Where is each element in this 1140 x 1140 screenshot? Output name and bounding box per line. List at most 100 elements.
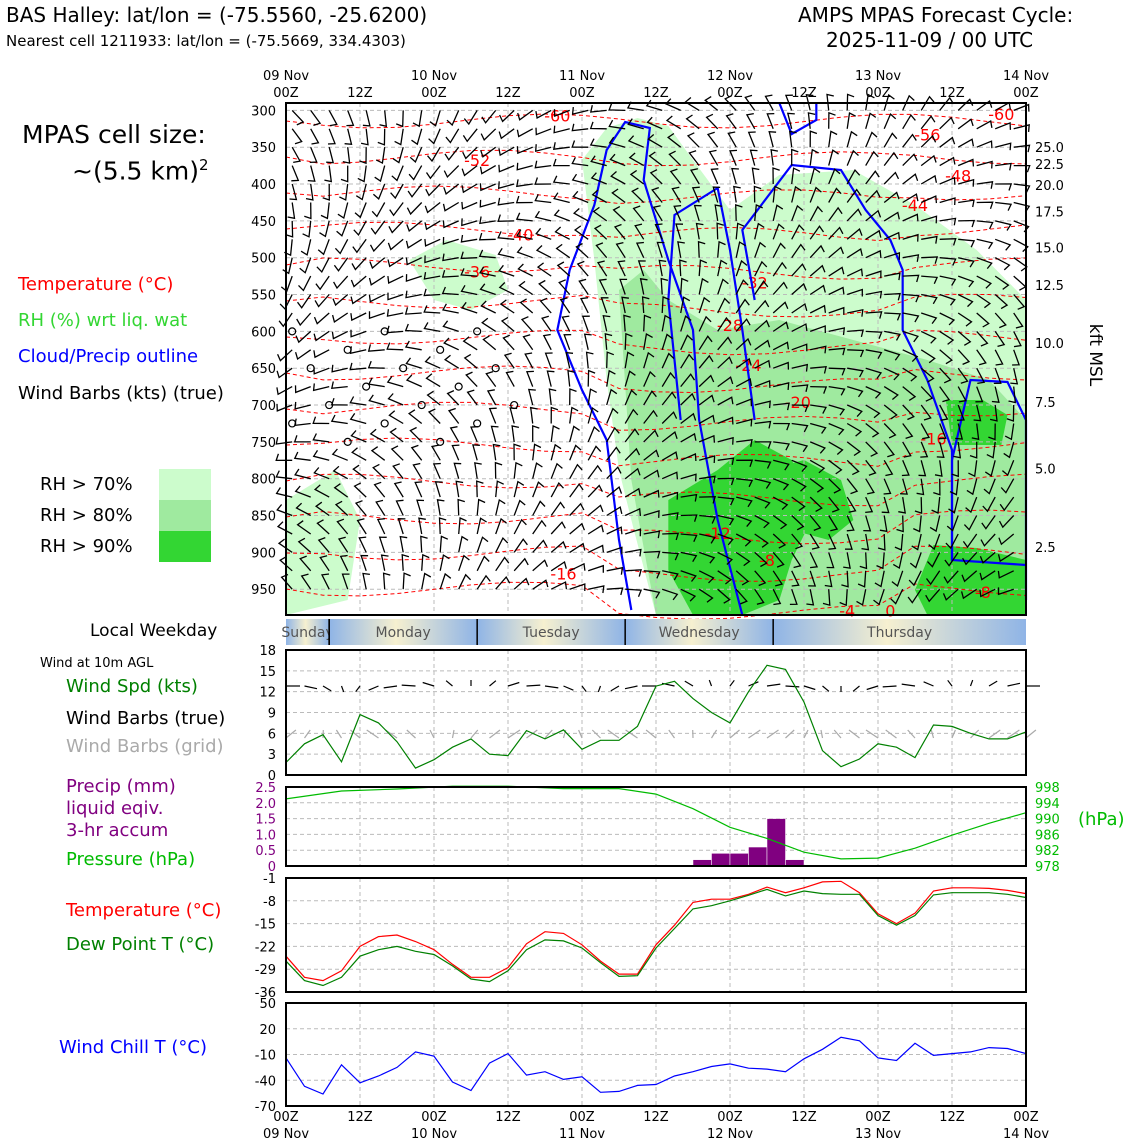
wind-barb-960 xyxy=(277,538,293,553)
wind-barb-554 xyxy=(920,349,936,364)
wind-barb-394 xyxy=(921,275,939,285)
wind-barb-668 xyxy=(810,404,827,414)
wind-barb-316 xyxy=(958,238,976,248)
wind-barb-644 xyxy=(349,396,367,406)
wind-barb-215 xyxy=(553,192,570,204)
wind-barb-1014 xyxy=(550,560,567,572)
wind-barb-534 xyxy=(542,333,552,351)
wind-barb-979 xyxy=(643,550,661,559)
wind-barb-300 xyxy=(654,223,663,240)
wind-barb-64 xyxy=(725,113,737,130)
wind-panel-ytick-2: 6 xyxy=(268,727,276,742)
weekday-band-1 xyxy=(329,619,478,645)
wind-barb-627 xyxy=(791,384,809,392)
wind-barb-gridref-54 xyxy=(607,729,620,739)
wind-barb-589 xyxy=(828,367,846,376)
bottom-hour-label-2: 00Z xyxy=(421,1110,447,1125)
wind-barb-1066 xyxy=(772,588,782,606)
wind-barb-963 xyxy=(337,536,349,553)
precip-bar-1 xyxy=(711,853,731,867)
wind-barb-1031 xyxy=(857,570,867,588)
wind-barb-661 xyxy=(680,392,696,406)
legend-precip-3: 3-hr accum xyxy=(66,820,169,841)
wind-barb-462 xyxy=(698,296,711,314)
wind-barb-15 xyxy=(553,109,570,118)
wind-barb-1013 xyxy=(532,559,549,572)
wind-barb-787 xyxy=(791,459,808,473)
wind-barb-586 xyxy=(772,361,790,370)
wind-barb-896 xyxy=(587,504,604,517)
wind-barb-1063 xyxy=(717,588,731,604)
weekday-label-4: Thursday xyxy=(866,625,932,641)
wind-barb-978 xyxy=(625,548,642,557)
wind-barb-969 xyxy=(458,535,469,553)
wind-barb-933 xyxy=(532,519,547,535)
wind-barb-568 xyxy=(424,356,441,369)
wind-barb-292 xyxy=(497,231,515,240)
wind-barb-42 xyxy=(327,128,336,145)
wind-barb-486 xyxy=(386,325,404,334)
wind-barb-108 xyxy=(809,130,818,148)
wind-barb-191 xyxy=(865,170,880,185)
wind-barb-222 xyxy=(691,186,700,203)
wind-barb-255 xyxy=(553,209,570,222)
wind-barb-905 xyxy=(754,514,770,529)
wind-barb-995 xyxy=(927,552,941,568)
wind-barb-1058 xyxy=(625,588,643,597)
wind-barb-768 xyxy=(430,444,441,461)
wind-barb-266 xyxy=(772,204,784,222)
wind-barb-1045 xyxy=(382,572,391,590)
wind-barb-551 xyxy=(865,349,883,360)
wind-barb-213 xyxy=(515,195,533,204)
wind-barb-258 xyxy=(612,206,626,222)
wind-barb-1070 xyxy=(839,589,848,607)
wind-barb-482 xyxy=(313,330,330,342)
temp-contour-label-14: -8 xyxy=(759,551,775,570)
wind-barb-1018 xyxy=(625,569,642,577)
top-hour-label-0: 00Z xyxy=(273,86,299,101)
wind-barb-488 xyxy=(423,322,441,333)
wind-barb-498 xyxy=(623,314,631,332)
wind-barb-492 xyxy=(500,316,515,332)
wind-barb-232 xyxy=(883,191,900,204)
wind-barb-820 xyxy=(661,471,679,480)
wind-barb-936 xyxy=(587,524,604,535)
wind-barb-875 xyxy=(931,497,941,514)
wind-barb-125 xyxy=(374,165,386,183)
wind-barb-570 xyxy=(463,353,478,369)
wind-barb-2 xyxy=(328,110,338,127)
wind-barb-767 xyxy=(410,444,423,461)
wind-barb-715 xyxy=(938,423,947,440)
wind-barb-763 xyxy=(331,448,348,461)
wind-barb-335 xyxy=(555,243,571,259)
legend-pressure: Pressure (hPa) xyxy=(66,849,196,870)
wind-barb-634 xyxy=(920,386,934,402)
wind-barb-765 xyxy=(370,446,386,461)
wind-barb-548 xyxy=(810,345,827,354)
wind-barb-71 xyxy=(865,112,877,129)
wind-barb-575 xyxy=(565,351,574,369)
weekday-band-2 xyxy=(477,619,626,645)
wind-barb-357 xyxy=(976,257,993,270)
temp-contour-0 xyxy=(285,113,1027,129)
wind-barb-1059 xyxy=(643,588,661,599)
wind-barb-204 xyxy=(354,202,367,219)
wind-barb-412 xyxy=(498,282,515,296)
wind-barb-233 xyxy=(902,193,919,204)
wind-barb-838 xyxy=(983,478,996,495)
wind-barb-501 xyxy=(680,315,692,332)
temp-contour-3 xyxy=(285,221,1027,242)
wind-barb-890 xyxy=(476,498,486,516)
wind-barb-473 xyxy=(902,312,920,323)
wind-barb-84 xyxy=(359,147,367,165)
wind-barb-252 xyxy=(497,214,515,222)
wind-barb-34 xyxy=(920,95,935,111)
wind-barb-58 xyxy=(608,119,626,130)
wind-barb-37 xyxy=(976,99,993,111)
wind-barb-546 xyxy=(772,341,790,351)
bottom-hour-label-0: 00Z xyxy=(273,1110,299,1125)
top-date-label-1: 10 Nov xyxy=(411,69,457,84)
wind-barb-73 xyxy=(902,113,916,130)
wind-barb-gridref-51 xyxy=(591,729,601,739)
